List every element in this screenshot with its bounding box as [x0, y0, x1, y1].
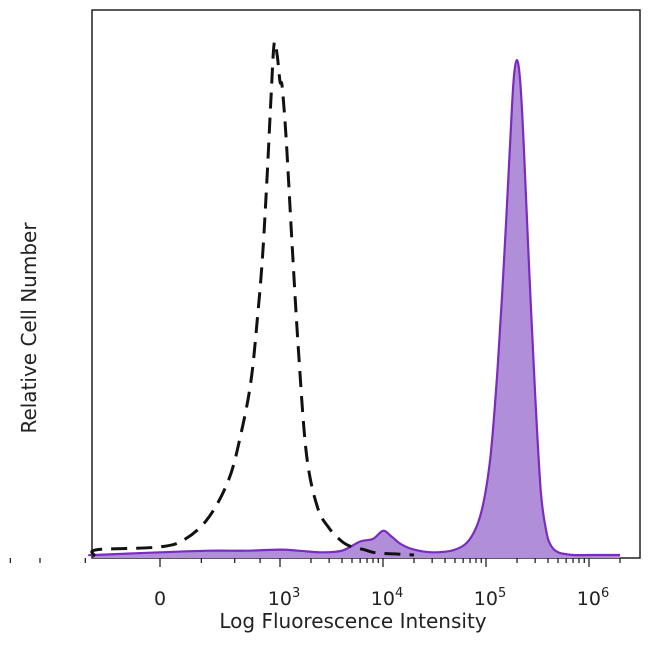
y-axis-title: Relative Cell Number	[17, 222, 41, 434]
x-axis-ticks	[9, 558, 621, 567]
series-line-dashed	[90, 40, 415, 557]
x-axis-title: Log Fluorescence Intensity	[219, 609, 486, 633]
plot-frame	[91, 9, 641, 559]
x-tick-label: 104	[371, 586, 403, 610]
x-tick-label: 105	[474, 586, 506, 610]
x-tick-label: 0	[154, 588, 166, 610]
series-layer	[88, 40, 621, 558]
x-tick-label: 106	[577, 586, 609, 610]
series-line-filled	[88, 58, 620, 557]
series-area-fill	[89, 60, 621, 558]
x-tick-label: 103	[268, 586, 300, 610]
x-axis-tick-labels: 0 103 104 105 106	[154, 586, 609, 610]
